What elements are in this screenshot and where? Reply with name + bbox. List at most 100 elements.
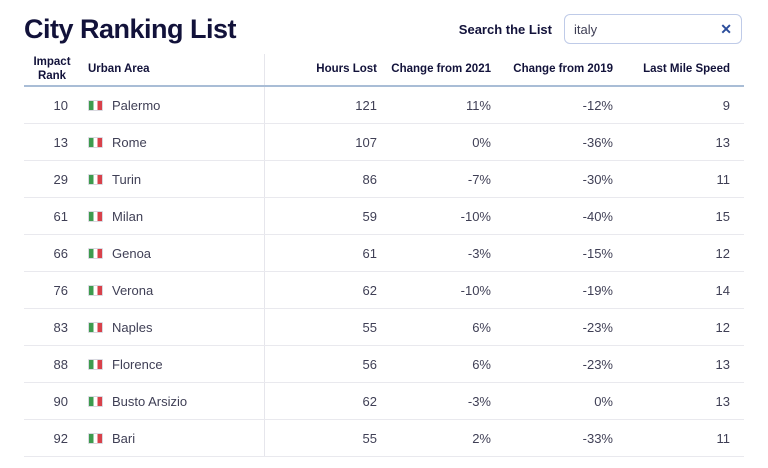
city-name: Turin [112, 171, 142, 187]
city-name: Verona [112, 282, 154, 298]
top-bar: City Ranking List Search the List ✕ [0, 0, 768, 54]
cell-last-mile-speed: 13 [715, 134, 730, 150]
cell-change-2019: -23% [582, 319, 613, 335]
cell-change-2019: -40% [582, 208, 613, 224]
column-header-impact-rank[interactable]: Impact Rank [33, 55, 71, 82]
city-name: Milan [112, 208, 144, 224]
city-name: Genoa [112, 245, 152, 261]
city-name: Busto Arsizio [112, 393, 188, 409]
cell-hours-lost: 121 [355, 97, 377, 113]
cell-hours-lost: 61 [362, 245, 377, 261]
city-name: Palermo [112, 97, 161, 113]
table-row[interactable]: 83 Naples 55 6% -23% 12 [24, 309, 744, 346]
italy-flag-icon [88, 284, 103, 296]
cell-impact-rank: 61 [53, 208, 68, 224]
cell-last-mile-speed: 13 [715, 393, 730, 409]
column-header-urban-area[interactable]: Urban Area [80, 54, 265, 85]
cell-last-mile-speed: 14 [715, 282, 730, 298]
search-label: Search the List [458, 21, 552, 37]
italy-flag-icon [88, 173, 103, 185]
cell-urban-area: Verona [80, 272, 265, 308]
cell-change-2021: -3% [467, 245, 491, 261]
table-row[interactable]: 88 Florence 56 6% -23% 13 [24, 346, 744, 383]
cell-last-mile-speed: 12 [715, 319, 730, 335]
cell-urban-area: Busto Arsizio [80, 383, 265, 419]
cell-change-2021: -7% [467, 171, 491, 187]
cell-change-2021: 0% [472, 134, 491, 150]
city-ranking-table: Impact Rank Urban Area Hours Lost Change… [24, 54, 744, 457]
cell-hours-lost: 55 [362, 430, 377, 446]
search-area: Search the List ✕ [459, 14, 742, 44]
italy-flag-icon [88, 321, 103, 333]
cell-last-mile-speed: 13 [715, 356, 730, 372]
cell-impact-rank: 88 [53, 356, 68, 372]
cell-hours-lost: 55 [362, 319, 377, 335]
italy-flag-icon [88, 358, 103, 370]
cell-change-2021: 6% [472, 319, 491, 335]
page-title: City Ranking List [24, 13, 237, 44]
cell-change-2021: 11% [465, 97, 491, 113]
city-name: Naples [112, 319, 153, 335]
cell-urban-area: Milan [80, 198, 265, 234]
column-header-hours-lost[interactable]: Hours Lost [316, 62, 377, 75]
cell-urban-area: Genoa [80, 235, 265, 271]
cell-impact-rank: 83 [53, 319, 68, 335]
cell-change-2019: -23% [582, 356, 613, 372]
cell-last-mile-speed: 11 [716, 430, 731, 446]
cell-change-2019: -19% [582, 282, 613, 298]
cell-hours-lost: 86 [362, 171, 377, 187]
cell-change-2021: 2% [472, 430, 491, 446]
table-row[interactable]: 13 Rome 107 0% -36% 13 [24, 124, 744, 161]
cell-last-mile-speed: 9 [722, 97, 730, 113]
table-row[interactable]: 29 Turin 86 -7% -30% 11 [24, 161, 744, 198]
city-name: Florence [112, 356, 163, 372]
clear-search-icon[interactable]: ✕ [720, 21, 732, 37]
cell-hours-lost: 62 [362, 393, 377, 409]
cell-last-mile-speed: 11 [716, 171, 731, 187]
table-header-row: Impact Rank Urban Area Hours Lost Change… [24, 54, 744, 87]
italy-flag-icon [88, 395, 103, 407]
cell-urban-area: Bari [80, 420, 265, 456]
city-name: Bari [112, 430, 136, 446]
cell-impact-rank: 92 [53, 430, 68, 446]
search-box: ✕ [564, 14, 742, 44]
cell-urban-area: Palermo [80, 87, 265, 123]
cell-urban-area: Naples [80, 309, 265, 345]
cell-hours-lost: 56 [362, 356, 377, 372]
cell-change-2021: -10% [460, 208, 491, 224]
cell-change-2021: 6% [472, 356, 491, 372]
cell-urban-area: Turin [80, 161, 265, 197]
table-row[interactable]: 76 Verona 62 -10% -19% 14 [24, 272, 744, 309]
cell-impact-rank: 90 [53, 393, 68, 409]
italy-flag-icon [88, 210, 103, 222]
column-header-change-2019[interactable]: Change from 2019 [513, 62, 613, 75]
table-row[interactable]: 61 Milan 59 -10% -40% 15 [24, 198, 744, 235]
city-name: Rome [112, 134, 147, 150]
table-row[interactable]: 66 Genoa 61 -3% -15% 12 [24, 235, 744, 272]
cell-impact-rank: 29 [53, 171, 68, 187]
table-row[interactable]: 90 Busto Arsizio 62 -3% 0% 13 [24, 383, 744, 420]
cell-last-mile-speed: 15 [715, 208, 730, 224]
italy-flag-icon [88, 136, 103, 148]
table-row[interactable]: 92 Bari 55 2% -33% 11 [24, 420, 744, 457]
column-header-change-2021[interactable]: Change from 2021 [391, 62, 491, 75]
table-row[interactable]: 10 Palermo 121 11% -12% 9 [24, 87, 744, 124]
cell-change-2019: -30% [582, 171, 613, 187]
cell-change-2019: 0% [594, 393, 613, 409]
cell-last-mile-speed: 12 [715, 245, 730, 261]
cell-change-2021: -10% [460, 282, 491, 298]
search-input[interactable] [574, 21, 715, 37]
cell-urban-area: Rome [80, 124, 265, 160]
cell-change-2019: -15% [582, 245, 613, 261]
cell-impact-rank: 13 [53, 134, 68, 150]
cell-hours-lost: 107 [355, 134, 377, 150]
cell-urban-area: Florence [80, 346, 265, 382]
cell-change-2019: -12% [582, 97, 613, 113]
italy-flag-icon [88, 247, 103, 259]
italy-flag-icon [88, 99, 103, 111]
cell-impact-rank: 76 [53, 282, 68, 298]
cell-change-2021: -3% [467, 393, 491, 409]
column-header-last-mile-speed[interactable]: Last Mile Speed [643, 62, 730, 75]
cell-impact-rank: 66 [53, 245, 68, 261]
